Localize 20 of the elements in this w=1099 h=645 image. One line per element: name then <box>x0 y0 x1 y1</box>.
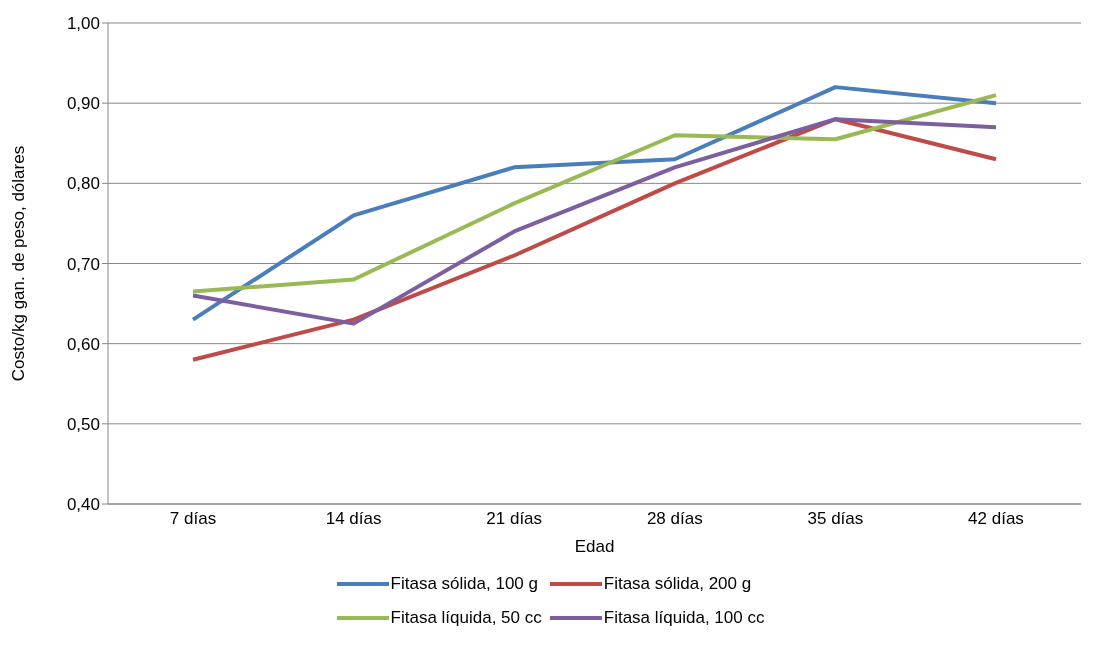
y-tick-label: 0,50 <box>66 414 100 434</box>
x-axis-title: Edad <box>574 537 615 556</box>
legend-label: Fitasa líquida, 50 cc <box>390 608 542 628</box>
x-tick-label: 42 días <box>968 509 1024 529</box>
y-tick-label: 0,70 <box>66 254 100 274</box>
legend-label: Fitasa sólida, 100 g <box>390 574 538 594</box>
y-tick-label: 0,60 <box>66 334 100 354</box>
x-tick-label: 28 días <box>646 509 703 529</box>
x-tick-label: 35 días <box>807 509 864 529</box>
y-tick-label: 0,80 <box>66 174 100 194</box>
y-tick-label: 0,40 <box>66 495 100 515</box>
y-axis-title: Costo/kg gan. de peso, dólares <box>9 145 29 382</box>
x-tick-label: 14 días <box>325 509 382 529</box>
y-tick-label: 1,00 <box>66 14 100 34</box>
line-series <box>191 93 998 294</box>
legend-label: Fitasa sólida, 200 g <box>603 574 752 594</box>
legend-label: Fitasa líquida, 100 cc <box>603 608 765 628</box>
x-tick-label: 7 días <box>169 509 217 529</box>
y-tick-label: 0,90 <box>66 94 100 114</box>
x-tick-label: 21 días <box>486 509 543 529</box>
